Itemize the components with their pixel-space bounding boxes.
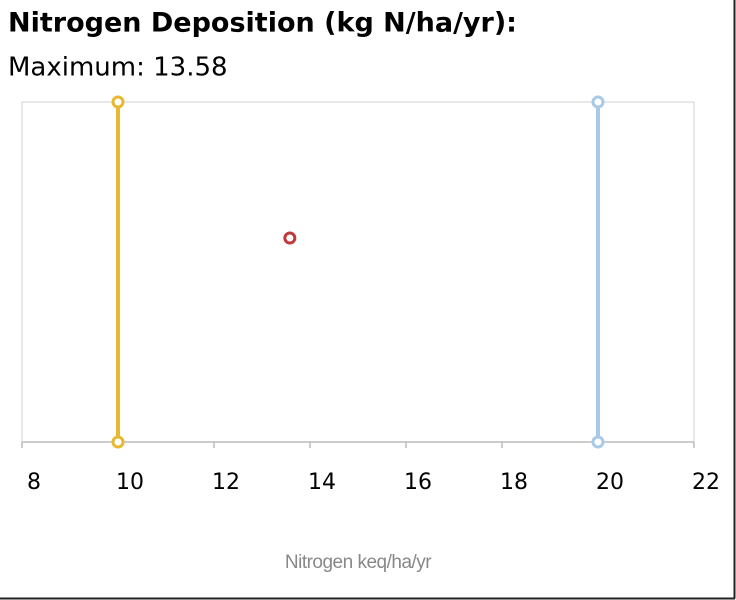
x-tick-label: 16	[404, 470, 432, 495]
x-tick-label: 10	[116, 470, 144, 495]
x-axis-label: Nitrogen keq/ha/yr	[285, 552, 432, 573]
point	[591, 95, 605, 109]
point	[283, 231, 297, 245]
x-tick-label: 14	[308, 470, 336, 495]
point	[111, 95, 125, 109]
chart-subtitle: Maximum: 13.58	[8, 53, 228, 83]
x-tick-label: 8	[27, 470, 41, 495]
chart-title: Nitrogen Deposition (kg N/ha/yr):	[8, 8, 517, 39]
x-tick-label: 20	[596, 470, 624, 495]
point	[591, 435, 605, 449]
x-tick-label: 18	[500, 470, 528, 495]
point	[111, 435, 125, 449]
x-tick-label: 22	[692, 470, 720, 495]
x-tick-label: 12	[212, 470, 240, 495]
